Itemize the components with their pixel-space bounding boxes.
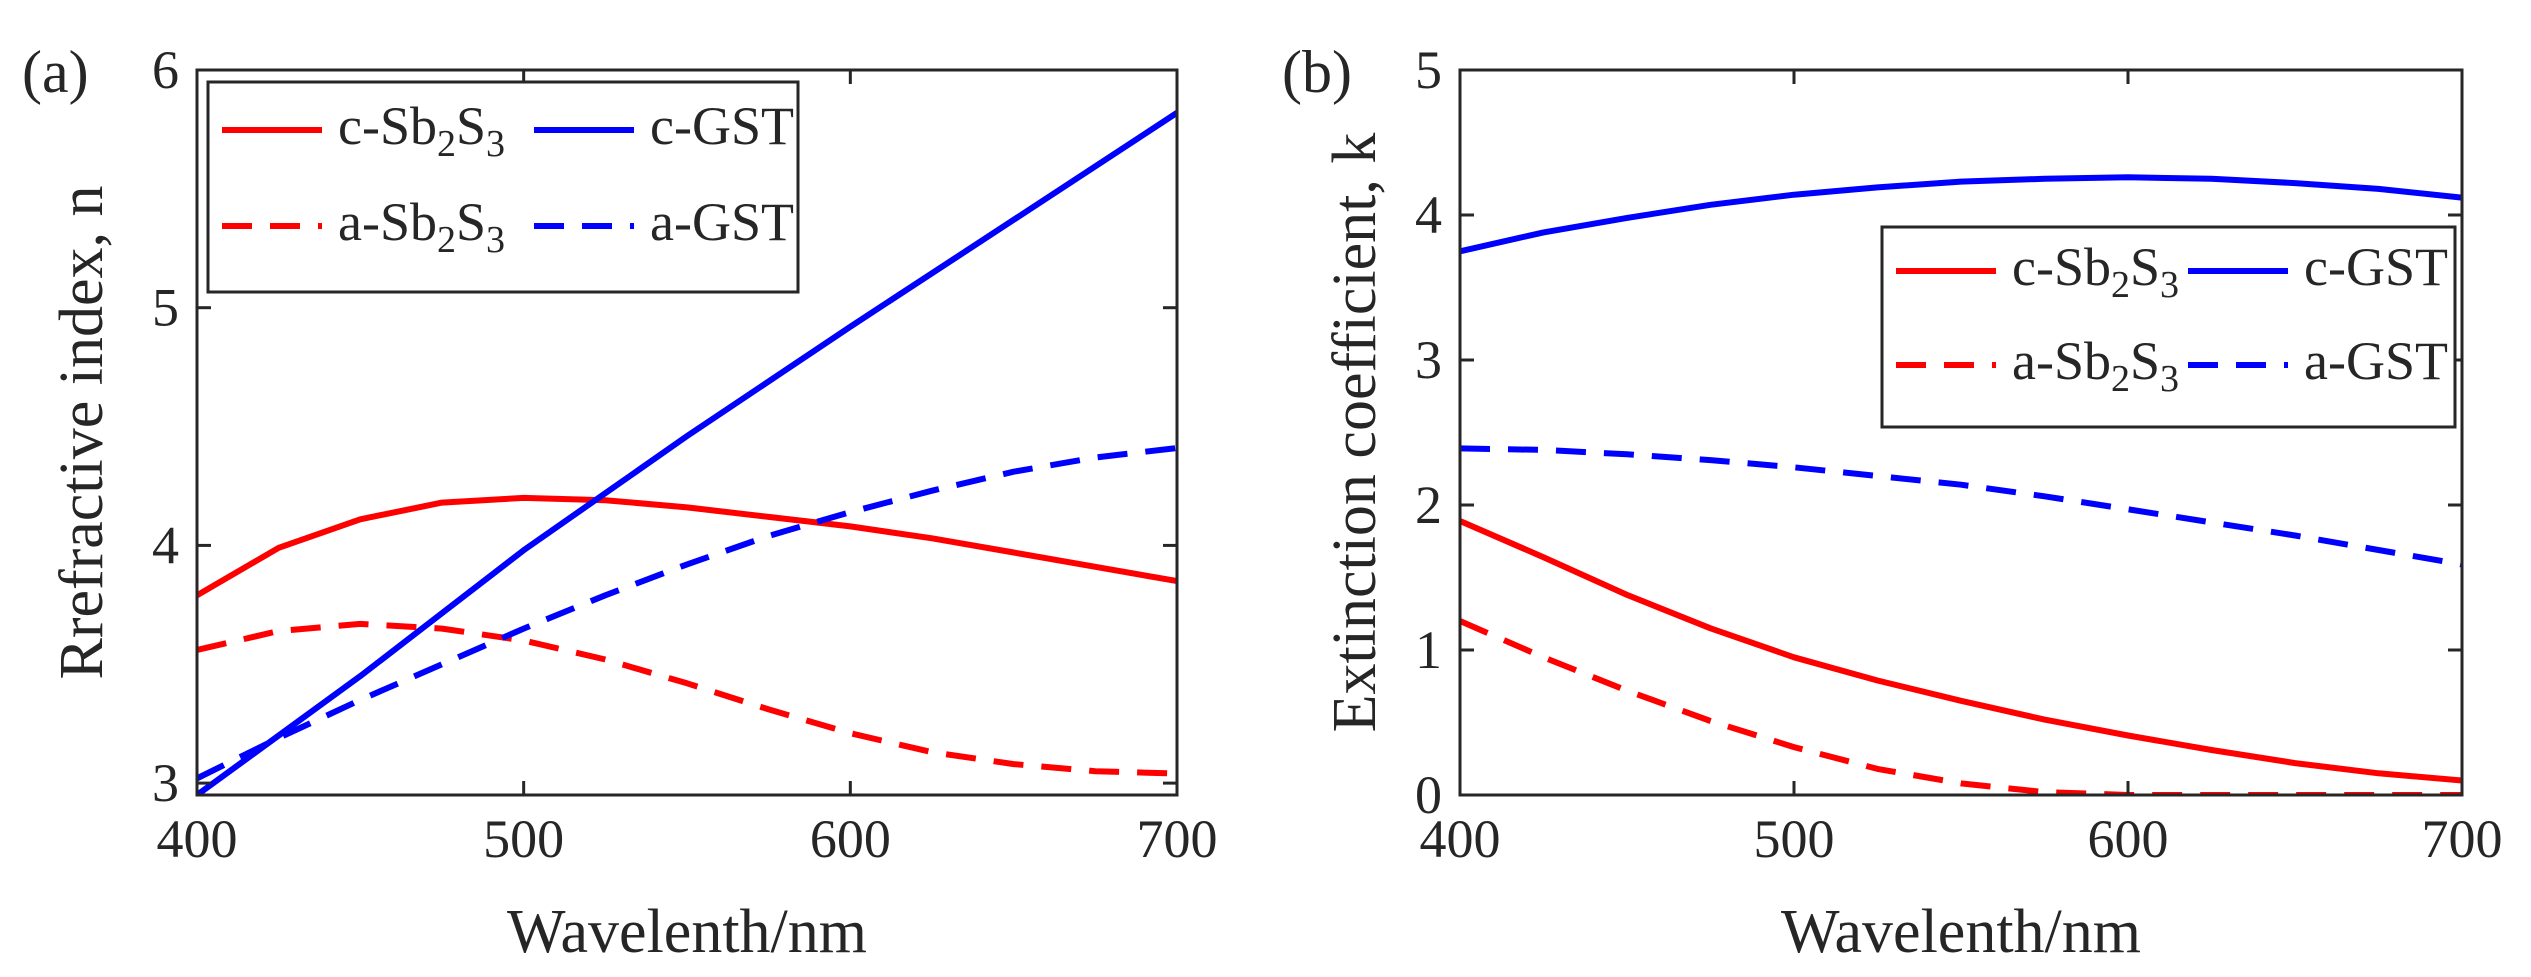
x-tick-label: 600 xyxy=(2088,809,2169,869)
y-tick-label: 4 xyxy=(152,515,179,575)
panel-label: (b) xyxy=(1282,39,1352,105)
x-tick-label: 600 xyxy=(810,809,891,869)
legend-label: c-GST xyxy=(650,96,794,156)
x-axis-title: Wavelenth/nm xyxy=(507,898,867,966)
panel-label: (a) xyxy=(22,39,89,105)
y-tick-label: 1 xyxy=(1415,620,1442,680)
panel-a: 400 500 600 700 3 4 5 6 Wavelenth/nm Rrefractive … xyxy=(22,39,1218,966)
y-tick-label: 6 xyxy=(152,40,179,100)
y-tick-label: 2 xyxy=(1415,475,1442,535)
series-line-c-sb2s3 xyxy=(197,494,1177,598)
legend-label: a-GST xyxy=(650,192,794,252)
legend-label: c-Sb2S3 xyxy=(2012,237,2179,306)
legend: c-Sb2S3 c-GST a-Sb2S3 a-GST xyxy=(1880,225,2457,429)
legend-label: a-Sb2S3 xyxy=(2012,331,2179,400)
x-axis-title: Wavelenth/nm xyxy=(1781,898,2141,966)
y-axis-title: Extinction coefficient, k xyxy=(1321,133,1389,733)
legend-label: a-GST xyxy=(2304,331,2448,391)
series-line-a-sb2s3 xyxy=(1460,618,2462,795)
x-tick-label: 500 xyxy=(1754,809,1835,869)
panel-b: 400 500 600 700 0 1 2 3 4 5 Wavelenth/nm Extinction… xyxy=(1282,39,2503,966)
y-tick-label: 3 xyxy=(152,753,179,813)
series-line-a-gst xyxy=(1460,445,2462,568)
axes-box xyxy=(1458,68,2464,797)
series-line-a-sb2s3 xyxy=(197,620,1177,777)
y-axis-title: Rrefractive index, n xyxy=(48,185,116,679)
legend: c-Sb2S3 c-GST a-Sb2S3 a-GST xyxy=(206,80,800,294)
series-line-a-gst xyxy=(197,445,1177,782)
axes-box xyxy=(195,68,1179,797)
legend-box xyxy=(206,80,800,294)
y-tick-label: 5 xyxy=(1415,40,1442,100)
x-tick-label: 500 xyxy=(483,809,564,869)
series-line-c-sb2s3 xyxy=(1460,518,2462,784)
y-tick-label: 4 xyxy=(1415,185,1442,245)
x-tick-label: 400 xyxy=(157,809,238,869)
y-tick-label: 3 xyxy=(1415,330,1442,390)
x-tick-label: 400 xyxy=(1420,809,1501,869)
legend-label: c-GST xyxy=(2304,237,2448,297)
legend-box xyxy=(1880,225,2457,429)
x-tick-label: 700 xyxy=(2422,809,2503,869)
x-tick-label: 700 xyxy=(1137,809,1218,869)
legend-label: c-Sb2S3 xyxy=(338,96,505,165)
y-tick-label: 5 xyxy=(152,278,179,338)
series-line-c-gst xyxy=(1460,174,2462,255)
legend-label: a-Sb2S3 xyxy=(338,192,505,261)
y-tick-label: 0 xyxy=(1415,765,1442,825)
series-line-c-gst xyxy=(197,110,1177,795)
